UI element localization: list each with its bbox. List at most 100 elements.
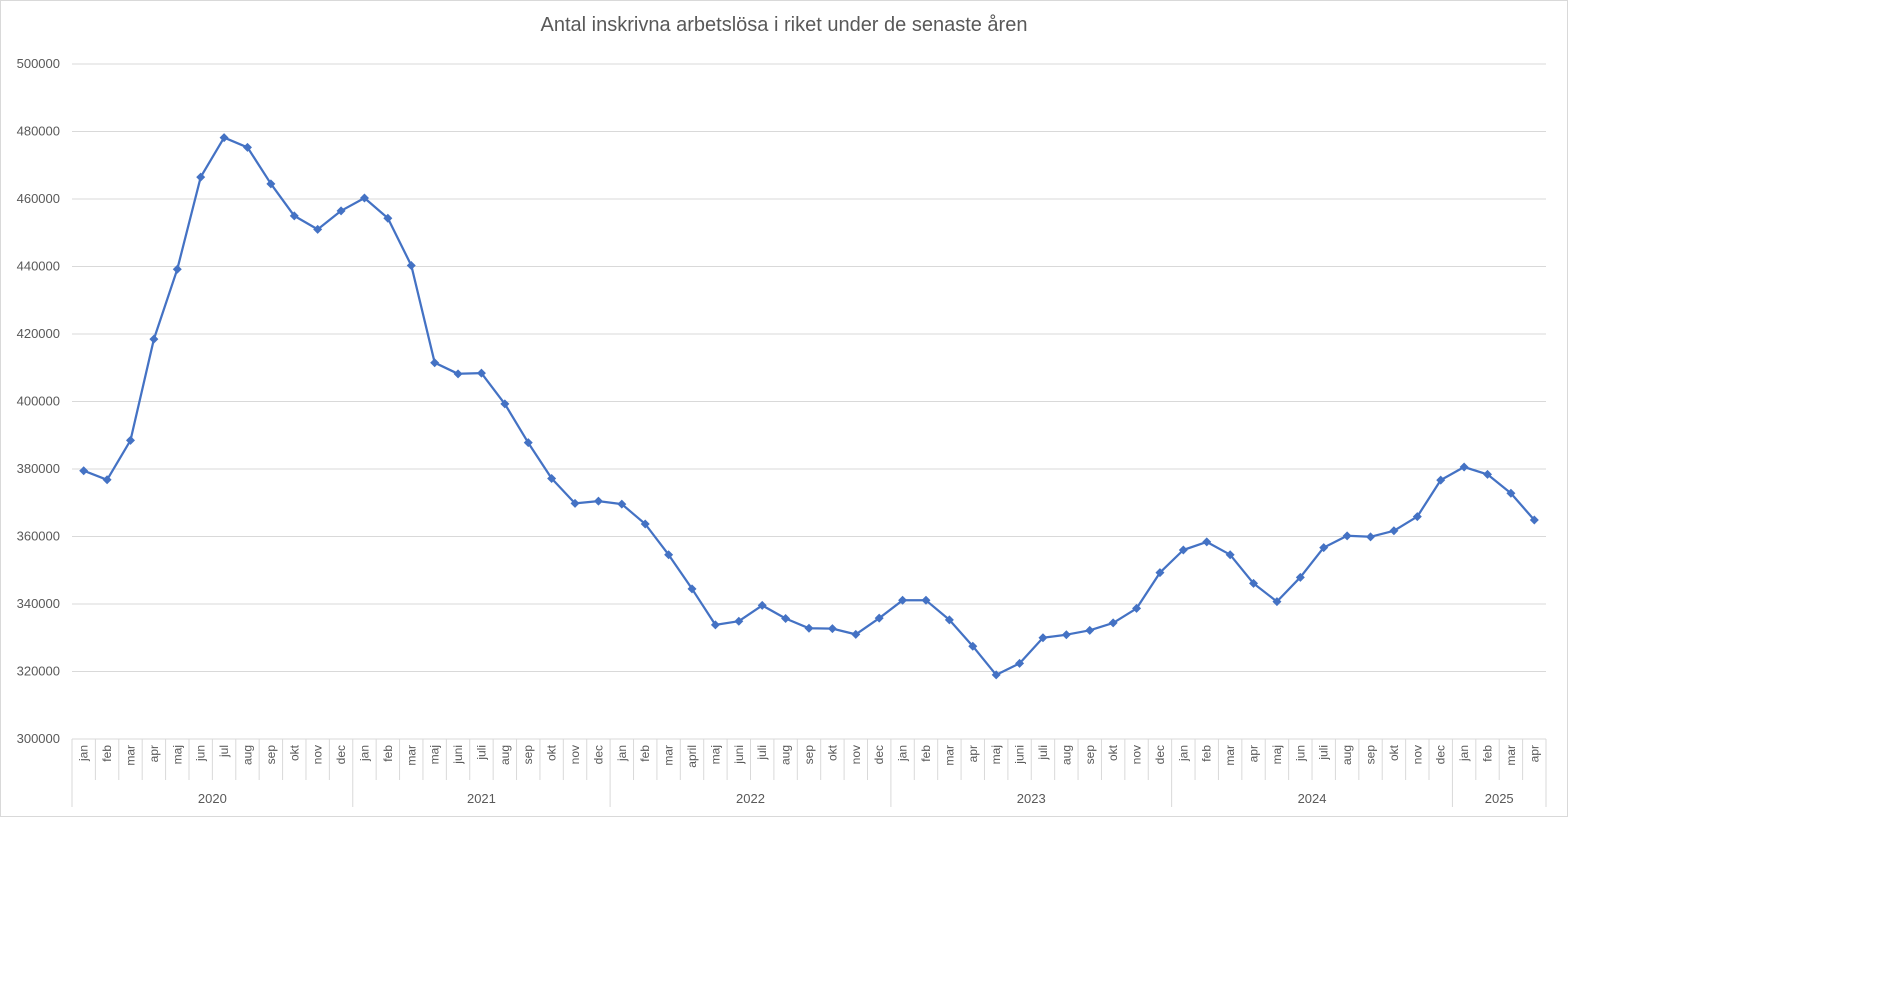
y-tick-label: 500000	[17, 56, 60, 71]
data-point	[242, 142, 252, 152]
x-tick-label: mar	[1504, 745, 1518, 766]
data-point	[1483, 469, 1493, 479]
data-point	[1342, 531, 1352, 541]
data-point	[1015, 658, 1025, 668]
y-tick-label: 460000	[17, 191, 60, 206]
year-label: 2025	[1485, 791, 1514, 806]
x-tick-label: sep	[1364, 745, 1378, 765]
x-tick-label: nov	[568, 745, 582, 764]
x-tick-label: mar	[123, 745, 137, 766]
data-point	[500, 399, 510, 409]
data-point	[430, 358, 440, 368]
data-point	[266, 179, 276, 189]
data-point	[1412, 512, 1422, 522]
x-tick-label: apr	[1247, 745, 1261, 762]
data-point	[757, 600, 767, 610]
x-tick-label: sep	[802, 745, 816, 765]
data-point	[359, 193, 369, 203]
x-tick-label: aug	[498, 745, 512, 765]
data-point	[593, 496, 603, 506]
x-tick-label: juni	[451, 745, 465, 765]
x-tick-label: okt	[287, 744, 301, 761]
x-tick-label: nov	[1130, 745, 1144, 764]
x-tick-label: feb	[1200, 745, 1214, 762]
y-tick-label: 340000	[17, 596, 60, 611]
year-label: 2020	[198, 791, 227, 806]
x-tick-label: feb	[381, 745, 395, 762]
x-tick-label: okt	[1106, 744, 1120, 761]
x-tick-label: nov	[311, 745, 325, 764]
data-point	[898, 595, 908, 605]
data-point	[289, 211, 299, 221]
data-point	[476, 368, 486, 378]
data-point	[453, 369, 463, 379]
x-tick-label: dec	[872, 745, 886, 764]
x-tick-label: dec	[1434, 745, 1448, 764]
y-tick-label: 380000	[17, 461, 60, 476]
x-tick-label: jan	[896, 745, 910, 762]
line-chart: 300000 320000 340000 360000 380000 400000 4200…	[17, 56, 1547, 807]
data-point	[1366, 532, 1376, 542]
y-tick-label: 360000	[17, 529, 60, 544]
data-point	[781, 614, 791, 624]
x-tick-label: okt	[825, 744, 839, 761]
data-point	[944, 615, 954, 625]
x-tick-label: juli	[474, 745, 488, 761]
x-tick-label: aug	[1059, 745, 1073, 765]
data-point	[1506, 488, 1516, 498]
x-tick-label: sep	[1083, 745, 1097, 765]
data-point	[617, 499, 627, 509]
x-tick-label: okt	[545, 744, 559, 761]
data-point	[172, 264, 182, 274]
data-point	[383, 213, 393, 223]
x-tick-label: sep	[521, 745, 535, 765]
data-point	[687, 584, 697, 594]
data-point	[921, 595, 931, 605]
y-tick-label: 400000	[17, 394, 60, 409]
data-point	[219, 133, 229, 143]
data-point	[874, 613, 884, 623]
chart-title: Antal inskrivna arbetslösa i riket under…	[540, 14, 1028, 36]
data-point	[1272, 597, 1282, 607]
x-tick-label: aug	[1340, 745, 1354, 765]
x-tick-label: mar	[942, 745, 956, 766]
data-point	[991, 670, 1001, 680]
data-point	[1436, 475, 1446, 485]
data-point	[1319, 543, 1329, 553]
data-point	[1459, 462, 1469, 472]
data-point	[1155, 568, 1165, 578]
x-tick-label: apr	[966, 745, 980, 762]
series-line	[83, 136, 1536, 677]
x-tick-label: sep	[264, 745, 278, 765]
x-tick-label: nov	[849, 745, 863, 764]
x-tick-label: feb	[638, 745, 652, 762]
x-tick-label: nov	[1410, 745, 1424, 764]
x-tick-label: dec	[1153, 745, 1167, 764]
data-point	[102, 475, 112, 485]
data-point	[1085, 625, 1095, 635]
x-tick-label: juni	[1013, 745, 1027, 765]
data-point	[149, 334, 159, 344]
year-label: 2021	[467, 791, 496, 806]
x-tick-label: jan	[1457, 745, 1471, 762]
x-tick-label: dec	[334, 745, 348, 764]
data-point	[1038, 633, 1048, 643]
x-tick-label: mar	[662, 745, 676, 766]
data-point	[1061, 630, 1071, 640]
x-tick-label: okt	[1387, 744, 1401, 761]
data-point	[1178, 545, 1188, 555]
data-point	[1202, 537, 1212, 547]
x-tick-label: maj	[170, 745, 184, 764]
y-tick-label: 480000	[17, 124, 60, 139]
data-point	[710, 620, 720, 630]
year-label: 2023	[1017, 791, 1046, 806]
x-tick-label: jan	[77, 745, 91, 762]
x-tick-label: juli	[755, 745, 769, 761]
year-label: 2022	[736, 791, 765, 806]
y-tick-label: 320000	[17, 664, 60, 679]
x-tick-label: jun	[1293, 745, 1307, 762]
x-tick-label: jan	[357, 745, 371, 762]
x-tick-label: dec	[591, 745, 605, 764]
x-tick-label: apr	[1527, 745, 1541, 762]
data-point	[313, 224, 323, 234]
